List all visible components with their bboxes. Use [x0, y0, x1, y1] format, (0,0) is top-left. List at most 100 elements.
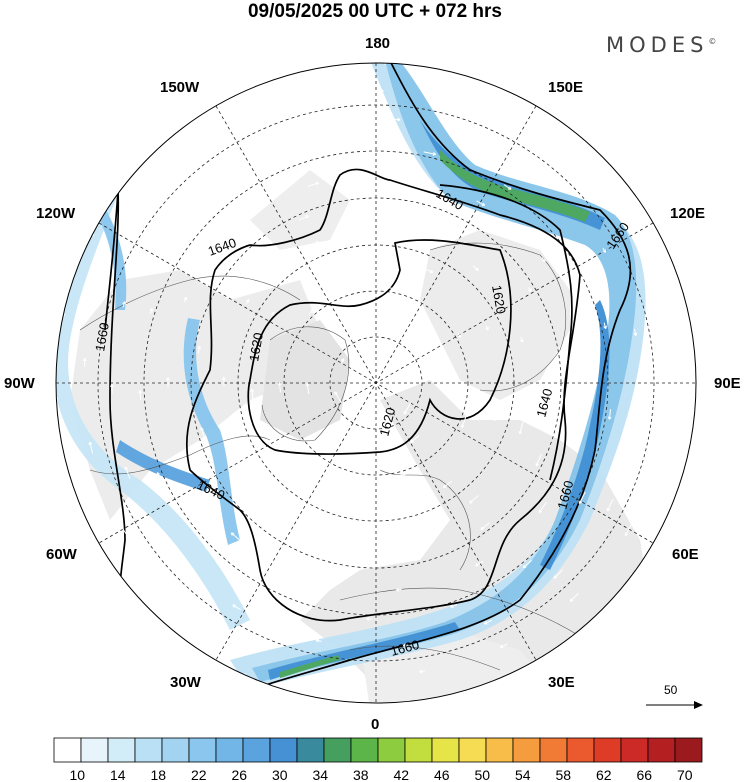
colorbar-swatch — [134, 737, 163, 763]
wind-vector — [569, 592, 579, 602]
colorbar-swatch — [566, 737, 595, 763]
wind-vector-head — [577, 430, 581, 434]
wind-vector — [309, 241, 319, 247]
wind-vector — [139, 390, 142, 401]
wind-vector — [251, 388, 254, 400]
colorbar-tick-label: 46 — [434, 767, 450, 782]
wind-vector-head — [122, 301, 126, 305]
wind-vector-head — [101, 275, 105, 279]
wind-vector-head — [283, 466, 286, 470]
wind-vector-head — [405, 560, 409, 562]
lon-label-120e: 120E — [670, 205, 706, 222]
colorbar-swatch — [512, 737, 541, 763]
wind-vector-head — [250, 388, 253, 392]
wind-vector — [124, 466, 131, 479]
wind-vector — [197, 346, 201, 354]
colorbar-tick-label: 18 — [150, 767, 166, 782]
colorbar-swatch — [404, 737, 433, 763]
wind-vector-head — [399, 475, 404, 478]
wind-vector-head — [403, 174, 407, 178]
colorbar-swatch — [53, 737, 82, 763]
wind-vector-head — [396, 589, 400, 592]
lon-label-150w: 150W — [160, 79, 200, 96]
brand-name: MODES — [606, 33, 709, 57]
colorbar-swatches — [53, 737, 703, 763]
wind-vector — [336, 147, 350, 151]
wind-vector-head — [222, 377, 225, 381]
wind-vector — [204, 546, 215, 555]
lon-label-60e: 60E — [672, 546, 699, 563]
wind-vector-head — [570, 600, 574, 602]
wind-vector-head — [235, 226, 239, 228]
wind-vector — [553, 569, 563, 579]
wind-vector — [233, 226, 240, 232]
wind-vector-head — [402, 645, 407, 648]
wind-vector-head — [433, 152, 437, 155]
wind-vector — [450, 604, 458, 608]
wind-vector — [578, 491, 586, 504]
wind-vector-head — [395, 533, 399, 536]
colorbar-tick-label: 14 — [110, 767, 126, 782]
wind-vector-head — [465, 103, 469, 106]
wind-vector-head — [636, 423, 639, 427]
contour-label: 1660 — [554, 479, 576, 511]
wind-vector-head — [365, 506, 369, 509]
wind-vector-head — [138, 390, 141, 394]
wind-vector — [535, 138, 544, 144]
wind-vector-head — [608, 416, 612, 420]
colorbar-tick-label: 10 — [69, 767, 85, 782]
wind-vector — [443, 480, 453, 489]
colorbar-swatch — [431, 737, 460, 763]
wind-vector — [410, 435, 420, 443]
land-asia-east — [420, 230, 570, 400]
wind-vector-head — [479, 138, 483, 142]
colorbar-ticks: 10 14 18 22 26 30 34 38 42 46 50 54 58 62 66 70 — [69, 767, 692, 782]
wind-vector — [606, 498, 614, 512]
brand-logo: MODES© — [606, 33, 716, 57]
contour-1660 — [104, 189, 126, 591]
wind-vector-head — [292, 101, 296, 103]
wind-vector — [578, 335, 581, 343]
wind-vector-head — [370, 422, 375, 425]
wind-vector-head — [88, 441, 91, 446]
wind-vector — [388, 287, 401, 290]
wind-vector — [475, 560, 484, 567]
wind-vector-head — [519, 431, 523, 435]
wind-vector — [522, 559, 533, 569]
wind-vector — [476, 200, 485, 206]
wind-vector — [181, 459, 189, 472]
wind-vector — [399, 473, 407, 477]
colorbar-swatch — [296, 737, 325, 763]
colorbar-tick-label: 30 — [272, 767, 288, 782]
colorbar-swatch — [269, 737, 298, 763]
wind-speed-shading — [56, 63, 646, 690]
wind-vector — [624, 523, 633, 536]
wind-vector — [383, 202, 397, 205]
wind-vector — [608, 409, 612, 420]
colorbar-tick-label: 66 — [636, 767, 652, 782]
wind-vector — [442, 371, 445, 380]
wind-vector — [466, 227, 475, 233]
wind-vector — [332, 325, 339, 331]
wind-vector-head — [110, 383, 113, 388]
wind-vector-head — [443, 375, 446, 380]
map-boundary — [55, 62, 697, 704]
wind-vector-head — [541, 140, 544, 144]
wind-vector-head — [625, 533, 629, 537]
wind-vector-head — [635, 332, 638, 336]
contour-1640-east — [439, 184, 573, 481]
colorbar-swatch — [485, 737, 514, 763]
wind-vector-head — [172, 593, 175, 597]
colorbar-swatch — [377, 737, 406, 763]
wind-vector — [338, 260, 350, 266]
wind-vector-head — [305, 383, 308, 387]
wind-vector — [283, 466, 293, 475]
wind-vector-head — [522, 339, 524, 343]
wind-vector — [156, 472, 164, 485]
wind-vector — [472, 265, 479, 271]
wind-vector-head — [480, 528, 484, 531]
wind-vector — [278, 382, 281, 393]
lon-label-0: 0 — [371, 716, 380, 733]
wind-vector-head — [603, 197, 605, 202]
